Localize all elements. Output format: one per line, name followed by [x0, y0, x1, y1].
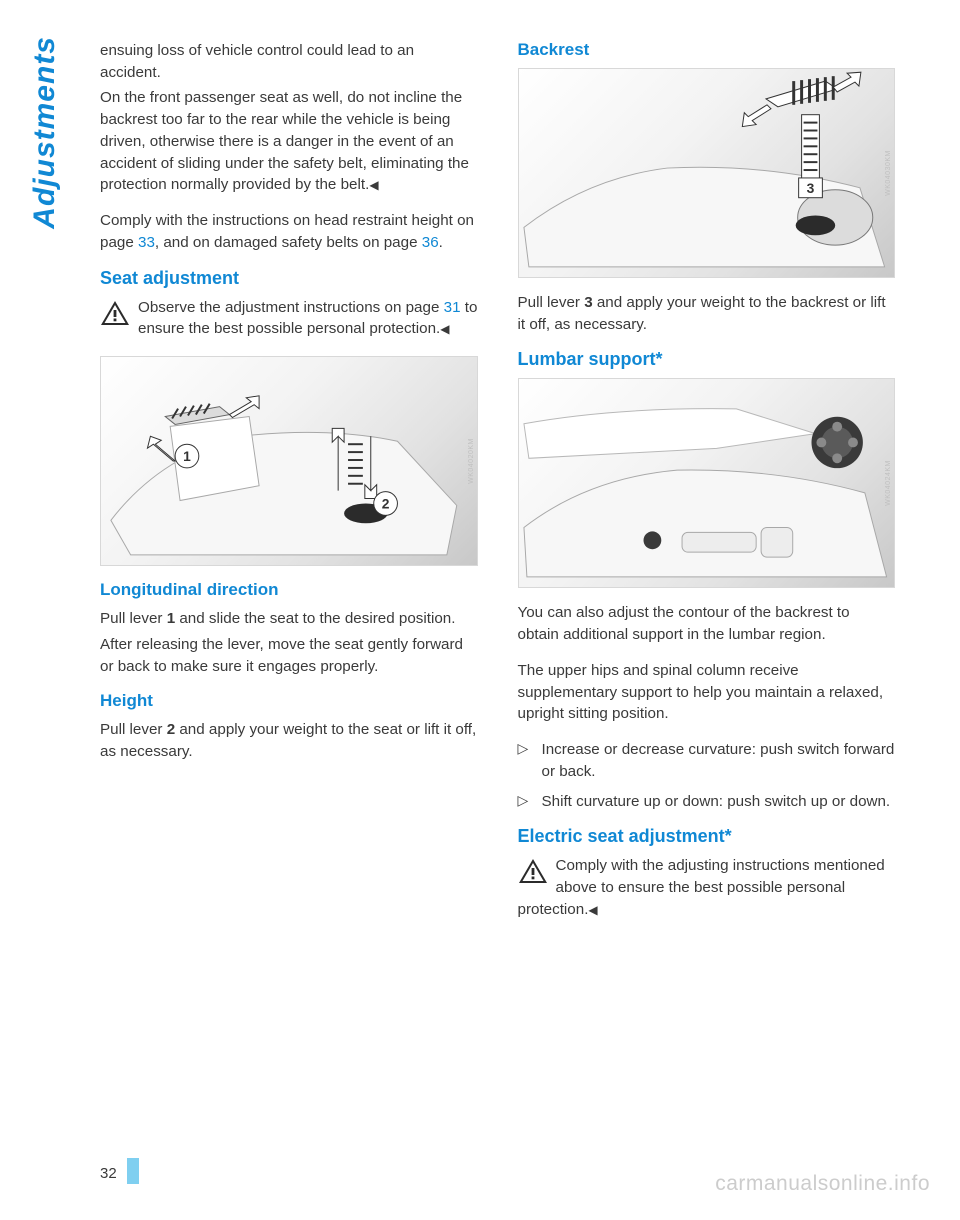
page: Adjustments ensuing loss of vehicle cont… [0, 0, 960, 1220]
seat-warn-text-a: Observe the adjustment instructions on p… [138, 299, 444, 316]
bullet-marker-icon: ▷ [518, 739, 532, 782]
diagram-code: WK04020KM [468, 438, 475, 484]
page-link-31[interactable]: 31 [444, 299, 461, 316]
seat-warning-block: Observe the adjustment instructions on p… [100, 297, 478, 344]
cross-ref-paragraph: Comply with the instructions on head res… [100, 210, 478, 253]
intro-paragraphs: ensuing loss of vehicle control could le… [100, 40, 478, 196]
two-column-layout: ensuing loss of vehicle control could le… [100, 40, 895, 937]
svg-text:3: 3 [806, 180, 814, 196]
lumbar-bullet-list: ▷Increase or decrease curvature: push sw… [518, 739, 896, 812]
page-footer: 32 [100, 1158, 139, 1184]
bullet-marker-icon: ▷ [518, 791, 532, 813]
svg-text:2: 2 [382, 496, 390, 512]
intro-line-2: On the front passenger seat as well, do … [100, 87, 478, 196]
backrest-paragraph: Pull lever 3 and apply your weight to th… [518, 292, 896, 335]
page-indicator-bar [127, 1158, 139, 1184]
left-column: ensuing loss of vehicle control could le… [100, 40, 478, 937]
bullet-item: ▷Increase or decrease curvature: push sw… [518, 739, 896, 782]
lumbar-diagram: WK04024KM [518, 378, 896, 588]
longitudinal-paragraph: Pull lever 1 and slide the seat to the d… [100, 608, 478, 677]
lumbar-paragraph-1: You can also adjust the contour of the b… [518, 602, 896, 645]
section-tab: Adjustments [28, 36, 62, 229]
height-paragraph: Pull lever 2 and apply your weight to th… [100, 719, 478, 762]
page-number: 32 [100, 1165, 117, 1184]
backrest-diagram: 3 WK04030KM [518, 68, 896, 278]
warning-icon [100, 300, 130, 326]
diagram-code: WK04024KM [885, 461, 892, 507]
seat-levers-diagram: 1 [100, 356, 478, 566]
warning-icon [518, 858, 548, 884]
svg-text:1: 1 [183, 448, 191, 464]
electric-warning-block: Comply with the adjusting instructions m… [518, 855, 896, 924]
diagram-code: WK04030KM [885, 150, 892, 196]
right-column: Backrest [518, 40, 896, 937]
electric-heading: Electric seat adjustment* [518, 826, 896, 847]
lumbar-paragraph-2: The upper hips and spinal column receive… [518, 660, 896, 725]
page-link-36[interactable]: 36 [422, 234, 439, 251]
page-link-33[interactable]: 33 [138, 234, 155, 251]
height-heading: Height [100, 691, 478, 711]
bullet-item: ▷ Shift curvature up or down: push switch… [518, 791, 896, 813]
electric-warn-text: Comply with the adjusting instructions m… [518, 857, 885, 917]
seat-adjustment-heading: Seat adjustment [100, 268, 478, 289]
crossref-text-b: , and on damaged safety belts on page [155, 234, 422, 251]
backrest-heading: Backrest [518, 40, 896, 60]
crossref-text-c: . [439, 234, 443, 251]
watermark: carmanualsonline.info [715, 1172, 930, 1196]
bullet-text: Increase or decrease curvature: push swi… [542, 739, 896, 782]
lumbar-heading: Lumbar support* [518, 349, 896, 370]
longitudinal-heading: Longitudinal direction [100, 580, 478, 600]
intro-line-1: ensuing loss of vehicle control could le… [100, 40, 478, 83]
bullet-text: Shift curvature up or down: push switch … [542, 791, 896, 813]
